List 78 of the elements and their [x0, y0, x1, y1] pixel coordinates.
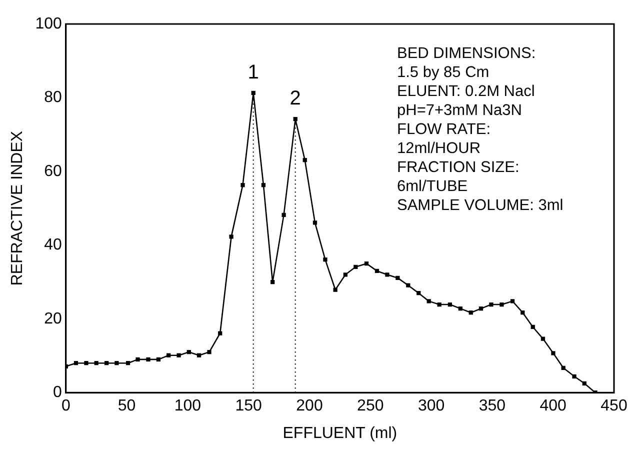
point — [385, 272, 390, 277]
point — [251, 90, 256, 95]
point — [176, 353, 181, 358]
x-tick-label: 100 — [174, 398, 202, 415]
point — [114, 361, 119, 366]
point — [229, 234, 234, 239]
point — [282, 212, 286, 217]
annotation: SAMPLE VOLUME: 3ml — [397, 196, 564, 215]
point — [396, 276, 400, 280]
annotation: FLOW RATE: — [397, 120, 492, 139]
annotation: 1 — [248, 61, 259, 84]
y-tick-label: 100 — [35, 15, 62, 32]
x-tick-label: 400 — [540, 398, 567, 415]
point — [166, 353, 171, 358]
point — [572, 374, 576, 378]
point — [551, 351, 556, 356]
y-tick-label: 60 — [44, 162, 62, 180]
annotation: 1.5 by 85 Cm — [397, 63, 490, 82]
point — [540, 336, 546, 341]
point — [520, 310, 525, 315]
point — [448, 302, 452, 307]
point — [561, 366, 566, 370]
x-tick-label: 50 — [118, 398, 136, 415]
point — [323, 257, 328, 262]
point — [426, 299, 431, 304]
point — [293, 117, 298, 122]
annotation: 2 — [290, 88, 301, 110]
point — [530, 324, 535, 330]
point — [156, 357, 161, 362]
annotation: BED DIMENSIONS: — [397, 44, 537, 63]
annotation: 6ml/TUBE — [397, 177, 469, 196]
point — [437, 302, 442, 307]
y-tick-label: 20 — [44, 310, 62, 328]
point — [374, 268, 380, 274]
point — [333, 288, 338, 292]
annotation: pH=7+3mM Na3N — [397, 101, 523, 120]
y-tick-label: 80 — [44, 89, 62, 106]
point — [196, 353, 202, 358]
point — [468, 310, 473, 315]
point — [354, 264, 358, 269]
x-tick-label: 450 — [600, 398, 628, 415]
point — [458, 306, 462, 311]
point — [500, 302, 504, 307]
point — [312, 220, 318, 225]
point — [126, 361, 130, 366]
annotation: FRACTION SIZE: — [397, 158, 520, 177]
point — [302, 158, 307, 162]
x-axis-title: EFFLUENT (ml) — [282, 424, 398, 442]
point — [104, 361, 109, 366]
x-tick-label: 250 — [357, 398, 384, 415]
annotation: 12ml/HOUR — [397, 139, 482, 158]
point — [218, 331, 222, 336]
point — [84, 361, 88, 366]
point — [186, 350, 191, 354]
y-tick-label: 0 — [52, 384, 62, 402]
x-tick-label: 300 — [418, 398, 445, 415]
x-tick-label: 200 — [296, 398, 323, 415]
point — [146, 357, 150, 362]
point — [416, 291, 421, 296]
point — [240, 183, 245, 188]
point — [261, 183, 266, 188]
x-tick-label: 350 — [478, 398, 506, 415]
point — [406, 283, 410, 288]
point — [364, 262, 369, 266]
point — [74, 361, 78, 366]
y-tick-label: 40 — [44, 236, 62, 254]
point — [478, 306, 484, 311]
point — [510, 299, 515, 304]
point — [94, 361, 98, 366]
x-tick-label: 150 — [235, 398, 262, 415]
y-axis-title: REFRACTIVE INDEX — [9, 130, 26, 286]
point — [207, 350, 212, 354]
point — [582, 381, 586, 386]
point — [489, 302, 494, 307]
point — [136, 357, 140, 362]
annotation: ELUENT: 0.2M Nacl — [397, 82, 536, 101]
point — [343, 272, 348, 277]
point — [270, 280, 275, 284]
